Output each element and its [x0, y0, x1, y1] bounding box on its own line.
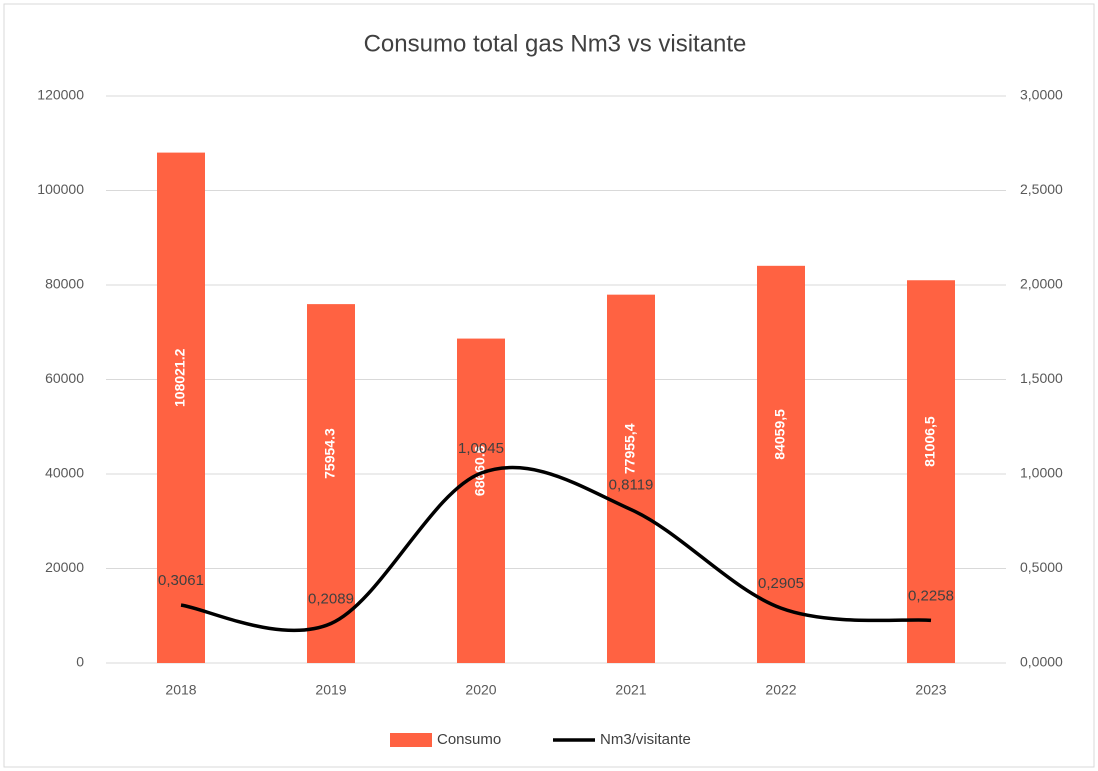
- chart-title: Consumo total gas Nm3 vs visitante: [364, 30, 747, 57]
- y2-tick-label: 1,5000: [1020, 370, 1063, 386]
- y-tick-label: 20000: [45, 559, 84, 575]
- bar-value-label: 81006,5: [922, 416, 938, 467]
- y2-tick-label: 0,5000: [1020, 559, 1063, 575]
- bar: [757, 265, 805, 663]
- bar-value-label: 68660.6: [472, 445, 488, 496]
- y2-tick-label: 0,0000: [1020, 654, 1063, 670]
- x-tick-label: 2020: [465, 682, 496, 698]
- y-tick-label: 40000: [45, 465, 84, 481]
- y2-tick-label: 3,0000: [1020, 87, 1063, 103]
- x-tick-label: 2021: [615, 682, 646, 698]
- y2-tick-label: 2,0000: [1020, 276, 1063, 292]
- y-tick-label: 80000: [45, 276, 84, 292]
- line-value-label: 1,0045: [458, 440, 504, 457]
- legend-label: Nm3/visitante: [600, 731, 691, 748]
- y-tick-label: 120000: [37, 87, 84, 103]
- legend-label: Consumo: [437, 731, 501, 748]
- y-tick-label: 100000: [37, 181, 84, 197]
- y-tick-label: 60000: [45, 370, 84, 386]
- x-tick-label: 2018: [165, 682, 196, 698]
- bar: [907, 280, 955, 663]
- line-value-label: 0,8119: [609, 477, 654, 494]
- bar-value-label: 77955,4: [622, 423, 638, 474]
- line: [180, 465, 932, 633]
- y2-tick-label: 2,5000: [1020, 181, 1063, 197]
- x-tick-label: 2023: [915, 682, 946, 698]
- bar: [607, 294, 655, 663]
- y-tick-label: 0: [76, 654, 84, 670]
- bar-value-label: 84059,5: [772, 409, 788, 460]
- x-tick-label: 2019: [315, 682, 346, 698]
- line-value-label: 0,2905: [758, 575, 804, 592]
- y2-tick-label: 1,0000: [1020, 465, 1063, 481]
- line-value-label: 0,2258: [908, 587, 954, 604]
- line-value-label: 0,2089: [308, 590, 354, 607]
- bar: [457, 338, 505, 663]
- bar: [307, 304, 355, 663]
- bar-value-label: 75954.3: [322, 428, 338, 479]
- bar-value-label: 108021.2: [172, 348, 188, 407]
- line-value-label: 0,3061: [158, 572, 204, 589]
- bar: [157, 152, 205, 663]
- legend-swatch: [390, 733, 432, 747]
- x-tick-label: 2022: [765, 682, 796, 698]
